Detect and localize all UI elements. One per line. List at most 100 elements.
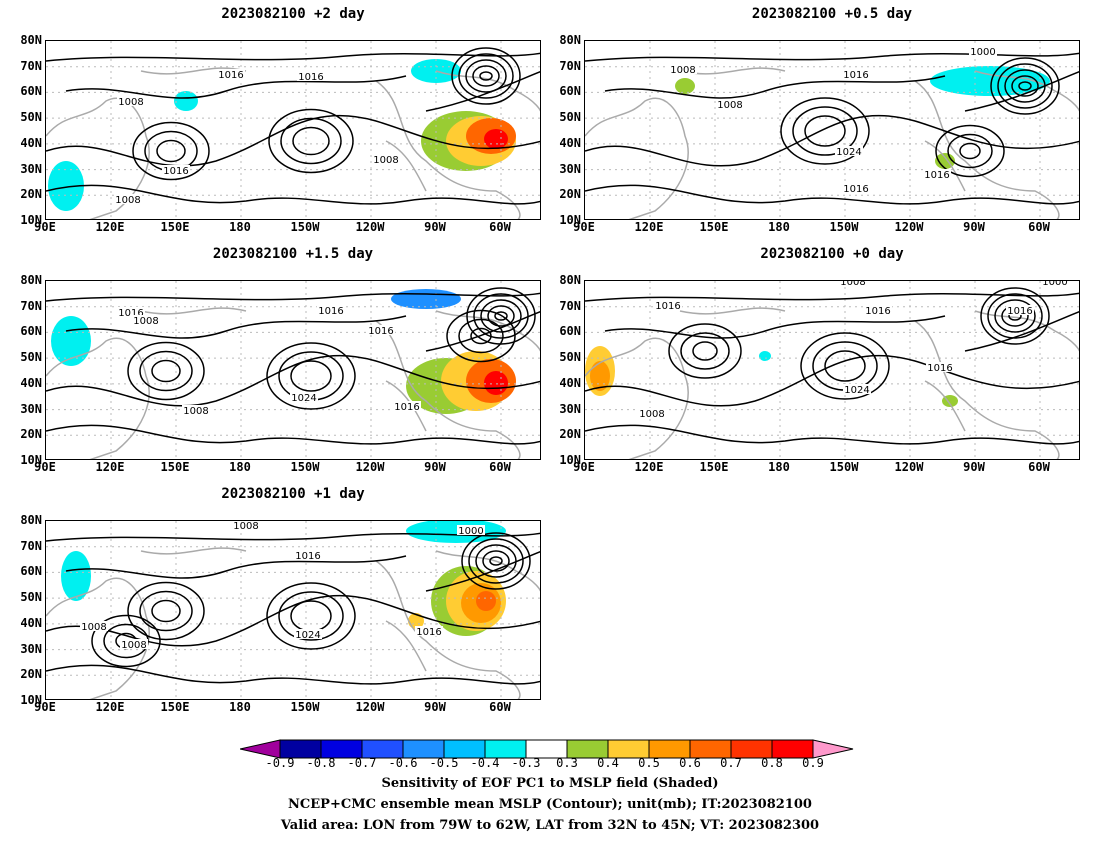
closed-isobar [151, 359, 181, 383]
lon-tick-label: 90E [573, 460, 595, 474]
low-pressure-isobar [468, 538, 524, 584]
lon-tick-label: 90W [424, 700, 446, 714]
contour-label: 1016 [368, 326, 393, 337]
colorbar-tick-label: 0.5 [638, 756, 660, 770]
colorbar-tick-label: 0.9 [802, 756, 824, 770]
contour-label-bg [843, 384, 871, 394]
coastline [914, 80, 1060, 219]
low-pressure-isobar [494, 311, 508, 321]
lon-tick-label: 60W [489, 460, 511, 474]
coastline [435, 70, 540, 112]
lat-tick-label: 10N [20, 213, 42, 227]
contour-label: 1008 [717, 100, 742, 111]
contour-label-bg [117, 307, 145, 317]
isobar-contour [964, 70, 1079, 112]
lat-tick-label: 80N [559, 33, 581, 47]
map-panel-plus0: 1008 1016 1016 1000 1016 1024 1016 1008 [584, 280, 1080, 460]
contour-label: 1016 [655, 301, 680, 312]
lon-tick-label: 90W [963, 220, 985, 234]
caption-line-1: Sensitivity of EOF PC1 to MSLP field (Sh… [381, 776, 719, 791]
low-pressure-isobar [1011, 75, 1039, 97]
sensitivity-shading [408, 613, 424, 629]
lon-tick-label: 120E [95, 220, 125, 234]
contour-label: 1016 [218, 70, 243, 81]
isobar-contour [585, 114, 1079, 167]
contour-label: 1024 [836, 147, 861, 158]
lat-tick-label: 20N [20, 427, 42, 442]
lat-tick-label: 30N [559, 401, 581, 416]
closed-isobar [290, 600, 332, 632]
lon-tick-label: 120W [355, 700, 385, 714]
contour-label: 1000 [970, 47, 995, 58]
contour-label: 1016 [843, 70, 868, 81]
lat-tick-label: 20N [20, 187, 42, 202]
sensitivity-shading [484, 129, 508, 149]
contour-label-bg [864, 305, 892, 315]
lat-tick-label: 80N [559, 273, 581, 287]
map-panel-plus1.5: 10161008101610161016102410081016 [45, 280, 541, 460]
closed-isobar [139, 590, 193, 632]
lon-tick-label: 120E [634, 220, 664, 234]
colorbar-tick-label: 0.3 [556, 756, 578, 770]
lat-tick-label: 60N [20, 84, 42, 99]
closed-isobar [127, 341, 205, 401]
low-pressure-isobar [1018, 81, 1032, 91]
contour-label-bg [232, 521, 260, 530]
coastline [375, 560, 521, 699]
contour-label-bg [393, 401, 421, 411]
low-pressure-isobar [487, 305, 515, 327]
contour-label: 1016 [394, 402, 419, 413]
closed-isobar [668, 323, 742, 379]
contour-label: 1016 [1007, 306, 1032, 317]
contour-label-bg [367, 325, 395, 335]
low-pressure-isobar [458, 53, 514, 99]
isobar-contour [46, 292, 540, 302]
lon-tick-label: 90W [963, 460, 985, 474]
contour-label: 1008 [639, 409, 664, 420]
isobar-contour [46, 354, 540, 407]
lat-tick-label: 60N [559, 84, 581, 99]
low-pressure-isobar [473, 293, 529, 339]
contour-label: 1016 [295, 551, 320, 562]
isobar-contour [46, 532, 540, 542]
lat-tick-label: 40N [20, 375, 42, 390]
lon-tick-label: 90E [34, 460, 56, 474]
coastline [46, 577, 150, 699]
lat-tick-label: 40N [559, 135, 581, 150]
contour-label-bg [217, 69, 245, 79]
contour-label: 1000 [458, 526, 483, 537]
panel-title-plus1: 2023082100 +1 day [221, 486, 365, 502]
isobar-contour [65, 75, 407, 99]
contour-label: 1016 [927, 363, 952, 374]
lat-tick-label: 70N [559, 298, 581, 313]
contour-label: 1024 [844, 385, 869, 396]
low-pressure-isobar [466, 287, 536, 345]
coastline [435, 550, 540, 592]
colorbar-tick-label: -0.4 [470, 756, 500, 770]
map-plus0.5-svg: 1000 1008 1016 1008 1024 1016 1016 [585, 41, 1079, 219]
isobar-contour [46, 594, 540, 647]
low-pressure-isobar [987, 293, 1043, 339]
closed-isobar [692, 341, 718, 361]
lat-tick-label: 50N [559, 350, 581, 365]
contour-label-bg [835, 146, 863, 156]
contour-label: 1016 [843, 184, 868, 195]
lat-tick-label: 70N [559, 58, 581, 73]
coastline [585, 337, 689, 459]
coastline [914, 320, 1060, 459]
coastline [140, 547, 247, 555]
contour-label-bg [294, 629, 322, 639]
low-pressure-isobar [461, 532, 531, 590]
lon-tick-label: 150W [829, 460, 859, 474]
low-pressure-isobar [480, 299, 522, 333]
colorbar-tick-label: 0.8 [761, 756, 783, 770]
coastline [385, 620, 427, 672]
lat-tick-label: 10N [559, 453, 581, 467]
isobar-contour [585, 424, 1079, 445]
sensitivity-shading [391, 289, 461, 309]
isobar-contour [65, 555, 407, 579]
contour-label-bg [294, 550, 322, 560]
lon-tick-label: 90W [424, 460, 446, 474]
lat-tick-label: 50N [559, 110, 581, 125]
isobar-contour [46, 184, 540, 205]
